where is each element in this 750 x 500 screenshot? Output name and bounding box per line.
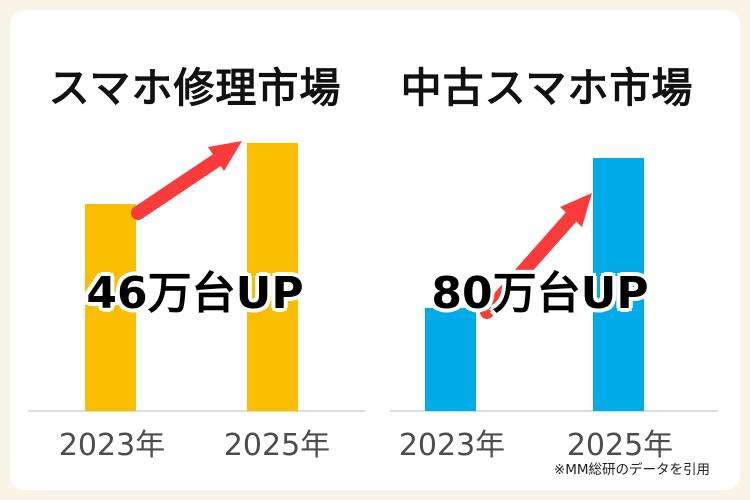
arrow-head	[208, 141, 242, 171]
increase-annotation-repair: 46万台UP	[86, 268, 304, 319]
arrow-shaft	[131, 153, 224, 220]
bar-repair-2023	[85, 204, 136, 411]
x-axis-label-repair-2025: 2025年	[223, 428, 331, 463]
growth-arrow-icon-right	[480, 193, 592, 319]
arrow-shaft	[480, 209, 579, 319]
bar-repair-2025	[247, 143, 298, 411]
x-axis-label-used-2023: 2023年	[398, 428, 506, 463]
chart-title-repair-market: スマホ修理市場	[48, 64, 342, 112]
source-note: ※MM総研のデータを引用	[553, 462, 710, 478]
bar-used-2025	[593, 158, 644, 411]
x-axis-label-used-2025: 2025年	[566, 428, 674, 463]
chart-title-used-market: 中古スマホ市場	[400, 64, 694, 112]
axis-baseline-left	[28, 410, 365, 412]
increase-annotation-used: 80万台UP	[431, 268, 649, 319]
x-axis-label-repair-2023: 2023年	[58, 428, 166, 463]
arrow-head	[560, 193, 592, 227]
axis-baseline-right	[390, 410, 718, 412]
bar-used-2023	[425, 308, 476, 411]
growth-arrow-icon-left	[131, 141, 242, 220]
